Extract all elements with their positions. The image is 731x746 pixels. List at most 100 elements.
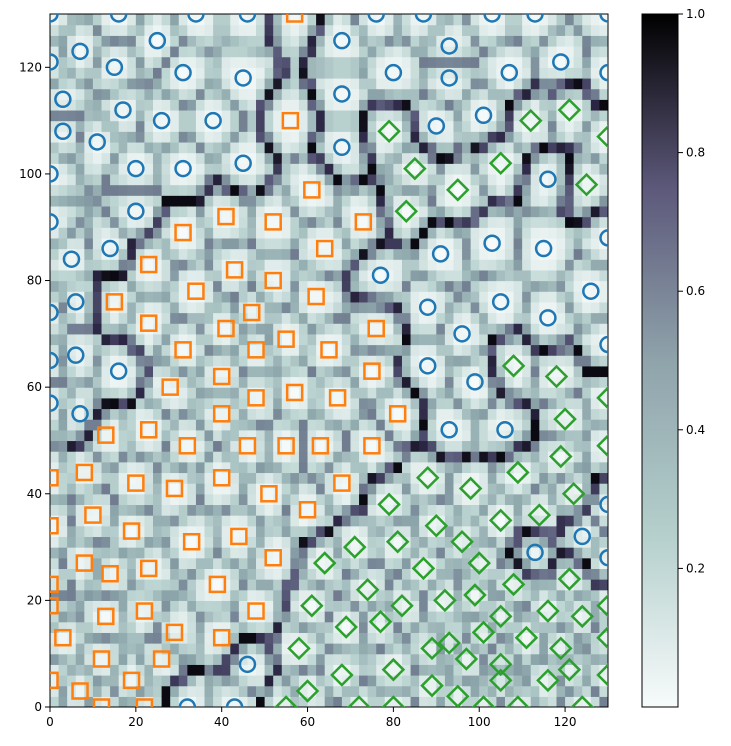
heatmap-cell: [101, 589, 111, 601]
heatmap-cell: [58, 355, 68, 367]
heatmap-cell: [161, 205, 171, 218]
heatmap-cell: [290, 589, 300, 601]
heatmap-cell: [401, 355, 412, 367]
heatmap-cell: [298, 216, 309, 228]
heatmap-cell: [367, 173, 377, 186]
heatmap-cell: [290, 344, 300, 356]
heatmap-cell: [230, 387, 240, 399]
heatmap-cell: [67, 195, 77, 207]
heatmap-cell: [513, 216, 523, 228]
heatmap-cell: [273, 67, 283, 79]
heatmap-cell: [84, 333, 94, 346]
heatmap-cell: [101, 269, 111, 282]
heatmap-cell: [522, 429, 532, 442]
heatmap-cell: [341, 195, 352, 207]
heatmap-cell: [573, 67, 583, 79]
heatmap-cell: [444, 515, 455, 527]
circle-marker: [453, 325, 471, 343]
heatmap-cell: [419, 376, 429, 388]
heatmap-cell: [530, 621, 540, 633]
heatmap-cell: [118, 653, 128, 665]
heatmap-cell: [419, 109, 429, 122]
diamond-marker: [463, 583, 487, 607]
heatmap-cell: [582, 195, 592, 207]
heatmap-cell: [161, 355, 171, 367]
heatmap-cell: [84, 14, 94, 26]
heatmap-cell: [590, 451, 601, 463]
heatmap-cell: [247, 504, 257, 516]
heatmap-cell: [153, 216, 163, 228]
heatmap-cell: [58, 280, 68, 292]
heatmap-cell: [453, 515, 463, 527]
heatmap-cell: [324, 632, 334, 644]
heatmap-cell: [195, 269, 206, 282]
heatmap-cell: [384, 120, 394, 132]
heatmap-cell: [316, 536, 326, 548]
heatmap-cell: [539, 291, 549, 303]
heatmap-cell: [187, 45, 197, 58]
heatmap-cell: [238, 56, 249, 68]
heatmap-cell: [264, 120, 274, 132]
heatmap-cell: [504, 24, 515, 36]
heatmap-cell: [264, 163, 274, 175]
heatmap-cell: [384, 504, 394, 516]
diamond-marker: [433, 588, 457, 613]
heatmap-cell: [110, 269, 120, 282]
heatmap-cell: [281, 536, 291, 548]
heatmap-cell: [75, 131, 85, 143]
heatmap-cell: [92, 109, 103, 122]
heatmap-cell: [333, 579, 343, 591]
heatmap-cell: [547, 493, 558, 506]
heatmap-cell: [401, 611, 412, 623]
heatmap-cell: [487, 483, 497, 495]
heatmap-cell: [436, 419, 446, 431]
heatmap-cell: [213, 483, 223, 495]
heatmap-cell: [427, 568, 437, 580]
heatmap-cell: [324, 493, 334, 506]
circle-marker: [539, 170, 557, 189]
heatmap-cell: [101, 45, 111, 58]
heatmap-cell: [496, 451, 506, 463]
heatmap-cell: [273, 664, 283, 676]
heatmap-cell: [290, 35, 300, 47]
heatmap-cell: [264, 269, 274, 282]
square-marker: [71, 682, 89, 700]
heatmap-cell: [599, 376, 608, 388]
heatmap-cell: [341, 173, 352, 186]
heatmap-cell: [58, 99, 68, 111]
heatmap-cell: [410, 493, 420, 506]
heatmap-cell: [522, 173, 532, 186]
heatmap-cell: [247, 493, 257, 506]
heatmap-cell: [487, 387, 497, 399]
heatmap-cell: [298, 109, 309, 122]
heatmap-cell: [256, 579, 266, 591]
heatmap-cell: [436, 333, 446, 346]
heatmap-cell: [333, 109, 343, 122]
heatmap-cell: [213, 387, 223, 399]
heatmap-cell: [213, 440, 223, 452]
heatmap-cell: [582, 35, 592, 47]
heatmap-cell: [110, 88, 120, 100]
heatmap-cell: [316, 685, 326, 697]
heatmap-cell: [178, 397, 188, 410]
heatmap-cell: [67, 280, 77, 292]
diamond-marker: [274, 695, 298, 707]
heatmap-cell: [230, 376, 240, 388]
heatmap-cell: [565, 99, 575, 111]
heatmap-cell: [376, 365, 386, 378]
heatmap-cell: [496, 99, 506, 111]
heatmap-cell: [504, 333, 515, 346]
heatmap-cell: [384, 344, 394, 356]
heatmap-cell: [333, 547, 343, 559]
heatmap-cell: [513, 472, 523, 484]
heatmap-cell: [298, 227, 309, 239]
heatmap-cell: [290, 333, 300, 346]
heatmap-cell: [453, 547, 463, 559]
heatmap-cell: [264, 451, 274, 463]
heatmap-cell: [195, 99, 206, 111]
heatmap-cell: [187, 35, 197, 47]
heatmap-cell: [110, 173, 120, 186]
heatmap-cell: [204, 14, 214, 26]
heatmap-cell: [92, 237, 103, 250]
heatmap-cell: [170, 195, 180, 207]
